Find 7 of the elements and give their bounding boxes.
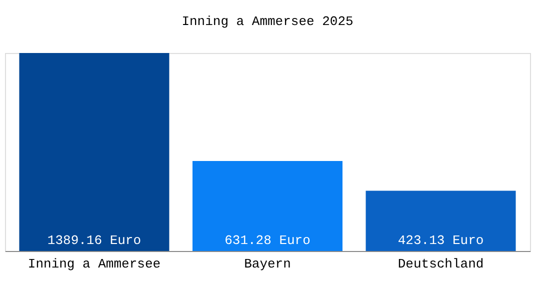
chart-title: Inning a Ammersee 2025 [182, 14, 354, 29]
data-label: 631.28 Euro [224, 233, 310, 248]
x-tick-label: Bayern [244, 256, 291, 272]
x-tick-label: Deutschland [398, 256, 484, 272]
data-label: 1389.16 Euro [47, 233, 142, 248]
x-tick-label: Inning a Ammersee [28, 256, 161, 272]
data-label: 423.13 Euro [398, 233, 484, 248]
